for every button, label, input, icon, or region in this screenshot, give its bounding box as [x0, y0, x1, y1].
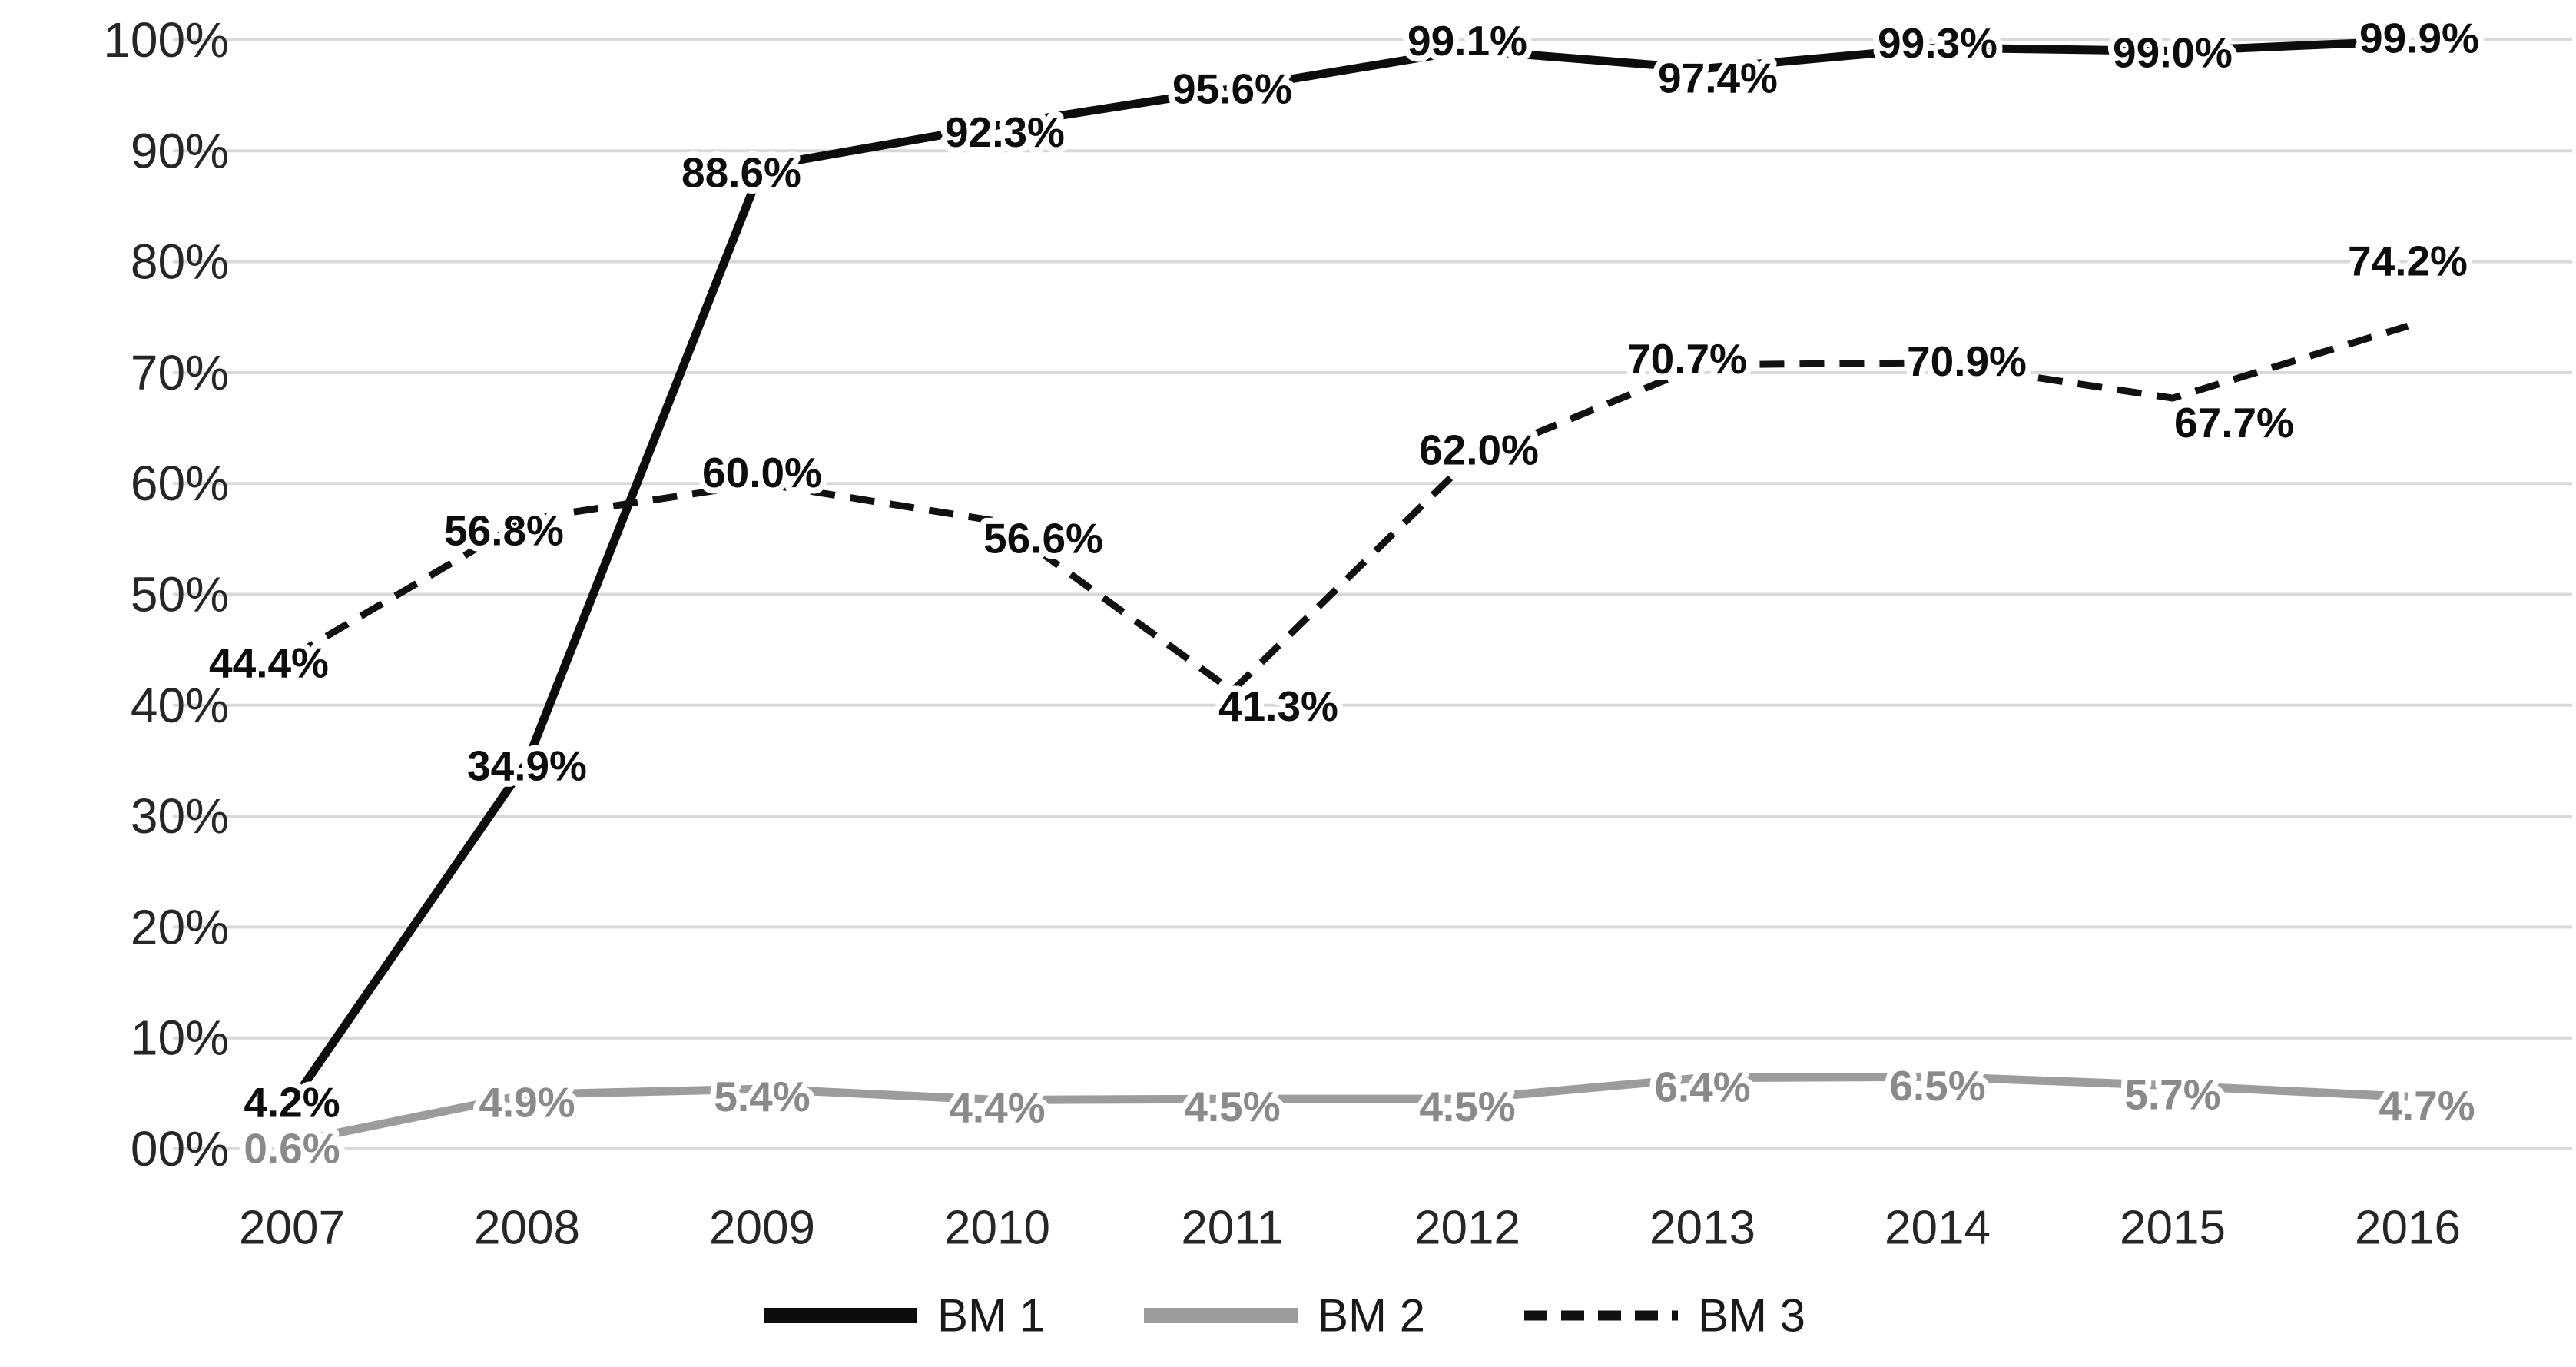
x-axis-tick-label: 2011 [1181, 1202, 1283, 1255]
data-label-bm-1: 95.6% [1172, 65, 1292, 112]
data-label-bm-1: 4.2% [244, 1078, 340, 1126]
legend-label: BM 2 [1318, 1290, 1425, 1342]
x-axis-tick-label: 2008 [474, 1202, 580, 1255]
x-axis-tick-label: 2015 [2120, 1202, 2226, 1255]
y-axis-tick-label: 20% [131, 899, 229, 954]
y-axis-tick-label: 100% [103, 12, 229, 68]
data-label-bm-1: 99.3% [1878, 19, 1997, 67]
x-axis-tick-label: 2007 [239, 1202, 345, 1255]
legend-item-bm-2: BM 2 [1144, 1290, 1425, 1342]
data-label-bm-2: 4.9% [479, 1078, 575, 1126]
data-label-bm-2: 4.5% [1184, 1083, 1280, 1130]
data-label-bm-2: 4.4% [949, 1084, 1045, 1132]
data-label-bm-3: 56.6% [983, 514, 1103, 562]
legend-item-bm-1: BM 1 [764, 1290, 1045, 1342]
data-label-bm-3: 60.0% [702, 449, 822, 496]
data-label-bm-3: 74.2% [2348, 237, 2468, 284]
data-label-bm-2: 6.4% [1654, 1063, 1750, 1111]
data-label-bm-1: 88.6% [681, 149, 801, 197]
legend-label: BM 3 [1698, 1290, 1805, 1342]
x-axis-tick-label: 2009 [709, 1202, 815, 1255]
data-label-bm-1: 97.4% [1658, 55, 1778, 102]
y-axis-tick-label: 80% [131, 234, 229, 290]
data-label-bm-2: 5.4% [714, 1073, 810, 1120]
data-label-bm-3: 44.4% [209, 639, 329, 686]
data-label-bm-1: 99.1% [1407, 17, 1527, 65]
y-axis-tick-label: 10% [131, 1010, 229, 1066]
data-label-bm-3: 70.7% [1627, 335, 1747, 383]
data-label-bm-2: 4.7% [2379, 1082, 2475, 1130]
data-label-bm-2: 5.7% [2124, 1071, 2220, 1119]
data-label-bm-3: 56.8% [444, 506, 564, 554]
data-label-bm-3: 41.3% [1218, 682, 1338, 730]
legend: BM 1 BM 2 BM 3 [764, 1290, 1805, 1342]
y-axis-tick-label: 00% [131, 1121, 229, 1176]
data-label-bm-1: 99.9% [2359, 14, 2479, 61]
legend-item-bm-3: BM 3 [1524, 1290, 1805, 1342]
y-axis-tick-label: 60% [131, 456, 229, 511]
series-line-bm-2 [290, 1072, 2409, 1146]
series-line-bm-3 [290, 322, 2409, 695]
data-label-bm-2: 0.6% [244, 1124, 340, 1172]
x-axis-tick-label: 2012 [1414, 1202, 1520, 1255]
series-line-bm-1 [288, 36, 2409, 1105]
data-label-bm-3: 62.0% [1419, 426, 1539, 473]
x-axis-tick-label: 2010 [944, 1202, 1050, 1255]
y-axis-tick-label: 40% [131, 678, 229, 733]
data-label-bm-2: 6.5% [1889, 1062, 1985, 1110]
x-axis-tick-label: 2016 [2355, 1202, 2461, 1255]
data-label-bm-3: 67.7% [2174, 399, 2294, 446]
data-label-bm-2: 4.5% [1419, 1083, 1515, 1130]
y-axis-tick-label: 50% [131, 567, 229, 622]
y-axis-tick-label: 90% [131, 123, 229, 178]
data-label-bm-3: 70.9% [1907, 337, 2027, 385]
x-axis-tick-label: 2014 [1885, 1202, 1991, 1255]
data-label-bm-1: 34.9% [467, 742, 587, 789]
y-axis-tick-label: 30% [131, 788, 229, 844]
y-axis-tick-label: 70% [131, 345, 229, 400]
x-axis-tick-label: 2013 [1649, 1202, 1755, 1255]
data-label-bm-1: 92.3% [945, 108, 1065, 156]
legend-label: BM 1 [937, 1290, 1045, 1342]
data-label-bm-1: 99.0% [2113, 28, 2233, 76]
